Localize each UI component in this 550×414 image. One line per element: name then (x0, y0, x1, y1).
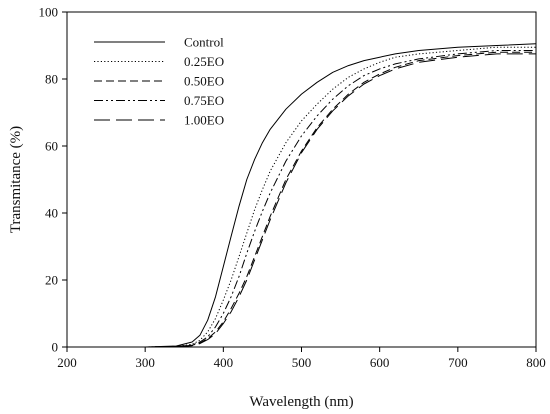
x-tick-label: 800 (526, 355, 546, 370)
x-axis-title: Wavelength (nm) (249, 394, 353, 410)
x-tick-label: 500 (292, 355, 312, 370)
legend-label-1-00eo: 1.00EO (184, 113, 224, 128)
x-tick-label: 200 (57, 355, 77, 370)
series-line-1-00eo (67, 53, 536, 348)
series-line-0-50eo (67, 51, 536, 348)
y-tick-label: 60 (45, 139, 58, 154)
y-axis-title: Transmitance (%) (8, 126, 24, 233)
x-tick-label: 400 (214, 355, 234, 370)
y-tick-label: 0 (52, 340, 59, 355)
series-line-0-75eo (67, 50, 536, 348)
legend-label-0-75eo: 0.75EO (184, 93, 224, 108)
x-tick-label: 700 (448, 355, 468, 370)
x-tick-label: 300 (135, 355, 155, 370)
legend-label-control: Control (184, 35, 224, 50)
y-tick-label: 20 (45, 273, 58, 288)
plot-layer: 200 300 400 500 600 700 800 0 20 40 60 80 100 Control… (39, 5, 546, 371)
plot-frame (66, 11, 537, 348)
series-line-control (67, 43, 537, 348)
legend-label-0-25eo: 0.25EO (184, 54, 224, 69)
y-tick-label: 40 (45, 206, 58, 221)
legend-label-0-50eo: 0.50EO (184, 74, 224, 89)
y-tick-label: 80 (45, 72, 58, 87)
series-line-0-25eo (67, 46, 536, 348)
x-tick-label: 600 (370, 355, 390, 370)
y-tick-label: 100 (39, 5, 59, 20)
